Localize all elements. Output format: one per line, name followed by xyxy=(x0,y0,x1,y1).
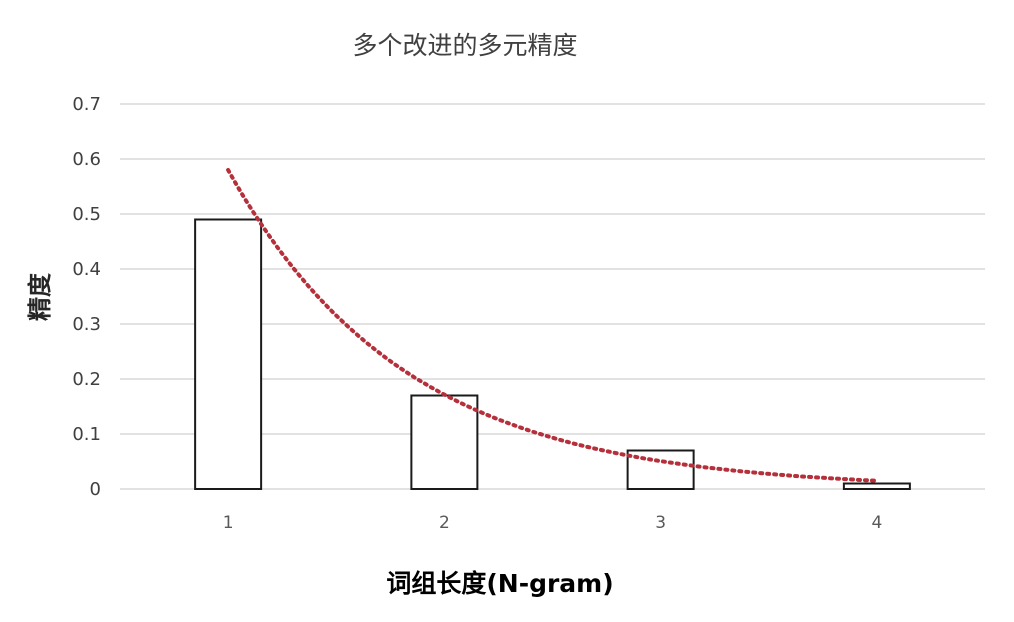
y-tick-label: 0.4 xyxy=(72,259,101,280)
y-tick-label: 0.7 xyxy=(72,94,101,115)
y-tick-label: 0 xyxy=(90,479,101,500)
x-tick-label: 2 xyxy=(439,513,450,533)
gridlines xyxy=(120,103,985,490)
trendline xyxy=(226,168,879,483)
x-axis-label: 词组长度(N-gram) xyxy=(386,569,613,598)
y-tick-label: 0.3 xyxy=(72,314,101,335)
x-tick-label: 1 xyxy=(223,513,234,533)
y-axis-label: 精度 xyxy=(26,272,54,321)
y-tick-label: 0.6 xyxy=(72,149,101,170)
y-tick-label: 0.2 xyxy=(72,369,101,390)
chart-title: 多个改进的多元精度 xyxy=(352,31,577,60)
y-tick-label: 0.5 xyxy=(72,204,101,225)
bars xyxy=(194,218,911,490)
bar xyxy=(194,218,263,490)
x-tick-label: 4 xyxy=(871,513,882,533)
x-axis-ticks: 1 2 3 4 xyxy=(223,513,883,533)
bar xyxy=(842,482,911,490)
x-tick-label: 3 xyxy=(655,513,666,533)
bar xyxy=(626,449,695,490)
y-tick-label: 0.1 xyxy=(72,424,101,445)
y-axis-ticks: 0 0.1 0.2 0.3 0.4 0.5 0.6 0.7 xyxy=(72,94,101,500)
bar xyxy=(410,394,479,490)
trendline-curve xyxy=(226,168,879,483)
